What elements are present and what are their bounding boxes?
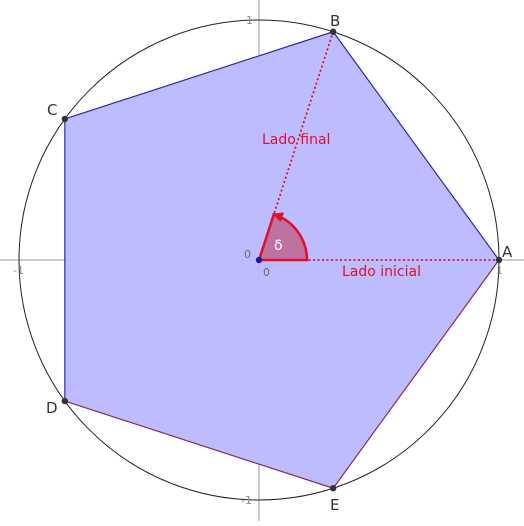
- x-tick-label-pos: 1: [496, 264, 503, 277]
- pentagon-edge-ab: [332, 31, 500, 261]
- vertex-label-e: E: [330, 496, 339, 514]
- vertex-label-a: A: [502, 243, 513, 261]
- final-side-label: Lado final: [262, 132, 330, 148]
- y-tick-label-pos: 1: [246, 14, 253, 27]
- final-side-ray: [258, 31, 335, 261]
- vertex-label-c: C: [47, 101, 57, 119]
- pentagon-edge-de: [64, 400, 334, 489]
- vertex-label-d: D: [46, 399, 58, 417]
- origin-point: [255, 256, 263, 264]
- angle-arrowhead-icon: [271, 212, 284, 222]
- origin-label-lower: 0: [263, 266, 270, 279]
- pentagon-edge-ea: [332, 259, 500, 489]
- vertex-label-b: B: [330, 12, 340, 30]
- vertex-point-d: [61, 397, 69, 405]
- x-tick-label-neg: -1: [13, 264, 24, 277]
- vertex-point-c: [61, 115, 69, 123]
- vertex-point-b: [329, 28, 337, 35]
- pentagon-edges: [64, 31, 500, 489]
- initial-side-label: Lado inicial: [342, 264, 421, 280]
- vertex-point-a: [495, 256, 503, 264]
- vertex-points: [61, 28, 503, 492]
- y-tick-label-neg: -1: [241, 494, 252, 507]
- origin-label-upper: 0: [244, 248, 251, 261]
- angle-symbol: δ: [274, 238, 283, 254]
- pentagon-edge-bc: [64, 31, 334, 120]
- vertex-point-e: [329, 485, 337, 492]
